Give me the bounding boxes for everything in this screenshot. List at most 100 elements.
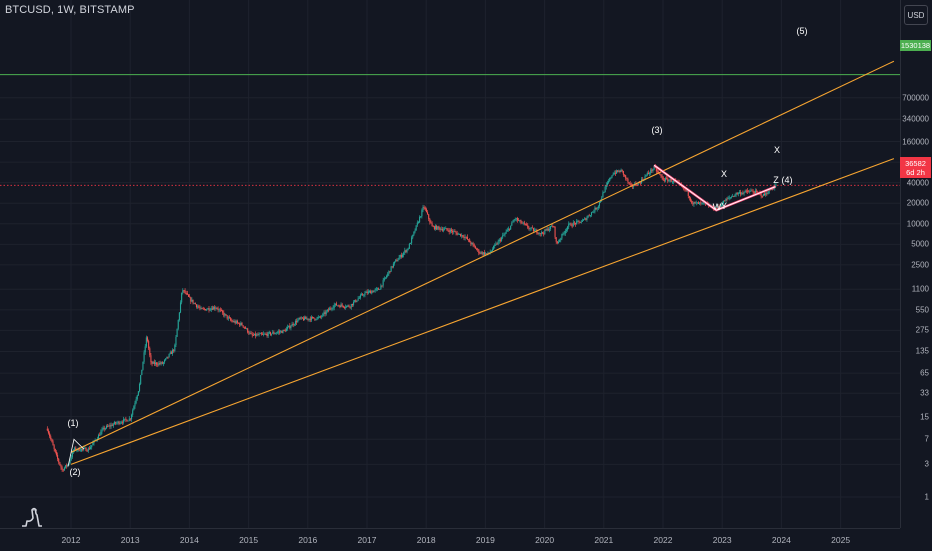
candle-body (432, 226, 434, 228)
time-axis[interactable]: 2012 2013 2014 2015 2016 2017 2018 2019 2020 2021… (0, 528, 900, 551)
candle-body (687, 190, 689, 196)
candle-body (364, 292, 366, 296)
price-axis-label: 65 (920, 368, 929, 378)
candle-body (266, 334, 268, 336)
candle-body (409, 243, 412, 245)
candle-body (554, 226, 556, 238)
candle-body (380, 285, 382, 290)
candle-body (215, 308, 217, 309)
candle-body (343, 307, 346, 308)
candle-body (255, 333, 257, 337)
wave-label[interactable]: (3) (651, 125, 663, 135)
candle-body (244, 327, 246, 329)
candle-body (630, 184, 632, 186)
candle-body (670, 179, 672, 182)
candle-body (191, 299, 193, 302)
candle-body (701, 202, 703, 204)
candle-body (206, 309, 208, 311)
candle-body (504, 233, 506, 235)
candle-body (47, 430, 50, 434)
candle-body (192, 299, 194, 304)
currency-button[interactable]: USD (904, 5, 928, 25)
candle-body (762, 193, 764, 197)
candle-body (577, 220, 579, 222)
candle-body (290, 326, 292, 329)
wave-label[interactable]: (2) (69, 467, 81, 477)
candle-body (395, 260, 397, 262)
candle-body (396, 260, 398, 262)
wave-label[interactable]: X (773, 145, 781, 155)
candle-body (143, 352, 145, 362)
candle-body (175, 336, 177, 346)
candle-body (518, 220, 520, 222)
candle-body (627, 178, 629, 183)
channel-upper-line (70, 60, 895, 453)
candle-body (238, 322, 240, 324)
candle-body (187, 294, 190, 297)
candle-body (176, 328, 178, 337)
candle-body (490, 250, 492, 253)
chart-plot-area[interactable]: BTCUSD, 1W, BITSTAMP (1) (2) (3) (4) (5) W Y X X… (0, 0, 900, 528)
candle-body (570, 223, 572, 226)
wave-label[interactable]: Y (720, 201, 728, 211)
candle-body (753, 192, 755, 194)
candle-body (239, 323, 241, 326)
candle-body (57, 454, 59, 459)
candle-body (602, 192, 604, 198)
candle-body (329, 308, 331, 311)
candle-body (256, 334, 258, 337)
wave-label[interactable]: (4) (781, 175, 793, 185)
candle-body (389, 271, 391, 272)
candle-body (512, 221, 514, 223)
candle-body (732, 195, 734, 197)
chart-canvas[interactable] (0, 0, 900, 528)
candle-body (195, 304, 198, 307)
candle-body (117, 421, 119, 423)
candle-body (457, 233, 459, 235)
candle-body (170, 352, 172, 354)
candle-body (320, 316, 322, 318)
candle-body (109, 425, 111, 427)
candle-body (53, 445, 55, 449)
wave-label[interactable]: X (720, 169, 728, 179)
candle-body (553, 226, 555, 228)
wave-label[interactable]: (1) (67, 418, 79, 428)
price-axis[interactable]: 7000003400001600008000040000200001000050… (900, 0, 932, 528)
candle-body (261, 334, 264, 335)
price-axis-label: 275 (915, 325, 929, 335)
candle-body (52, 441, 54, 446)
candle-body (283, 329, 285, 331)
candle-body (54, 448, 56, 452)
candle-body (481, 252, 483, 255)
candle-body (555, 237, 557, 242)
candle-body (227, 317, 229, 319)
candle-body (406, 248, 408, 252)
candle-body (360, 294, 363, 296)
wave-label[interactable]: W (712, 202, 722, 212)
price-axis-label: 340000 (902, 114, 929, 124)
candle-body (371, 291, 373, 294)
candle-body (322, 313, 324, 317)
candle-body (128, 418, 130, 421)
candle-body (333, 304, 335, 308)
candle-body (597, 206, 599, 209)
candle-body (216, 308, 218, 309)
candle-body (378, 288, 380, 290)
symbol-title[interactable]: BTCUSD, 1W, BITSTAMP (5, 4, 135, 16)
candle-body (388, 271, 390, 274)
candle-body (576, 221, 578, 225)
candle-body (355, 300, 357, 302)
candle-body (134, 402, 136, 407)
candle-body (247, 328, 249, 333)
price-axis-label: 1100 (911, 284, 929, 294)
candle-body (428, 214, 430, 219)
candle-body (647, 172, 649, 174)
candle-body (718, 205, 720, 207)
candle-body (548, 229, 550, 231)
candle-body (386, 276, 388, 278)
candle-body (129, 418, 131, 420)
candle-body (514, 219, 516, 220)
candle-body (454, 231, 456, 233)
wave-label[interactable]: (5) (796, 26, 808, 36)
wave-label[interactable]: Z (773, 175, 779, 185)
